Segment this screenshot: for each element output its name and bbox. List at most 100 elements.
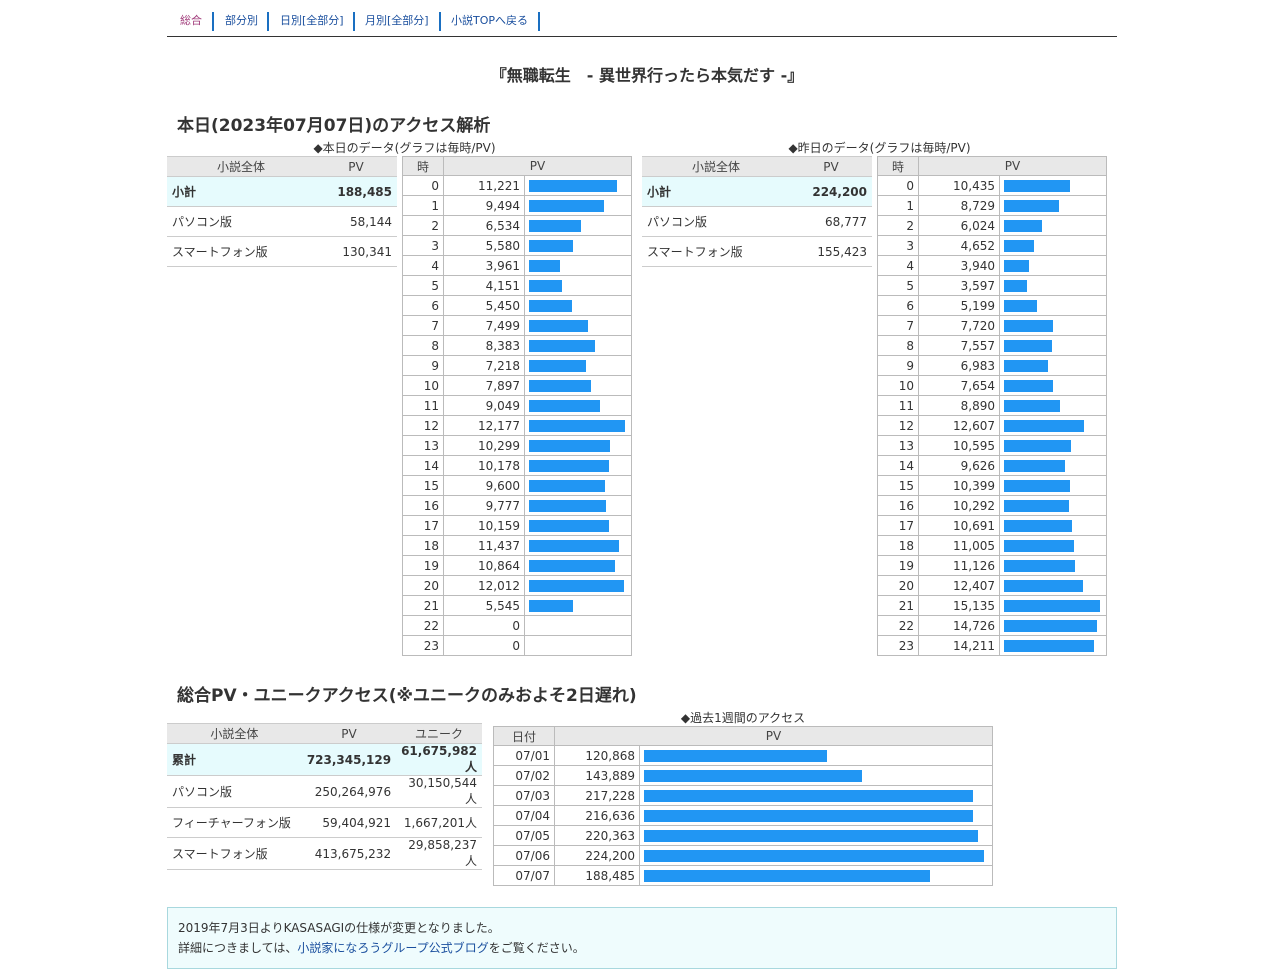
row-value: 6,983: [918, 355, 1000, 376]
bar-cell: [999, 475, 1107, 496]
table-row: 18 11,437: [402, 535, 632, 556]
row-label: 14: [402, 455, 444, 476]
row-label: パソコン版: [167, 775, 302, 808]
table-header: 小説全体: [167, 723, 302, 744]
row-value: 188,485: [315, 176, 397, 207]
row-value: 10,691: [918, 515, 1000, 536]
table-row: 21 15,135: [877, 595, 1107, 616]
nav-item-back-to-novel-top[interactable]: 小説TOPへ戻る: [451, 14, 529, 27]
row-value: 9,600: [443, 475, 525, 496]
row-value: 12,177: [443, 415, 525, 436]
bar-cell: [999, 615, 1107, 636]
row-label: 13: [402, 435, 444, 456]
row-pv: 723,345,129: [301, 743, 397, 776]
row-label: 6: [877, 295, 919, 316]
table-header: PV: [315, 156, 397, 177]
pv-bar: [529, 239, 573, 252]
official-blog-link[interactable]: 小説家になろうグループ公式ブログ: [297, 941, 489, 955]
table-row: 2 6,024: [877, 215, 1107, 236]
table-row: 16 9,777: [402, 495, 632, 516]
row-value: 7,218: [443, 355, 525, 376]
pv-bar: [644, 849, 984, 862]
bar-cell: [999, 635, 1107, 656]
row-value: 8,729: [918, 195, 1000, 216]
row-value: 10,435: [918, 175, 1000, 196]
table-row: フィーチャーフォン版 59,404,921 1,667,201人: [167, 807, 482, 838]
row-value: 224,200: [554, 845, 640, 866]
pv-bar: [529, 319, 588, 332]
pv-bar: [529, 199, 604, 212]
pv-bar: [1004, 239, 1034, 252]
table-row: 15 10,399: [877, 475, 1107, 496]
row-value: 143,889: [554, 765, 640, 786]
row-value: 8,890: [918, 395, 1000, 416]
table-row: 6 5,450: [402, 295, 632, 316]
nav-item-summary[interactable]: 総合: [180, 14, 202, 27]
bar-cell: [524, 395, 632, 416]
row-value: 12,607: [918, 415, 1000, 436]
table-row: 16 10,292: [877, 495, 1107, 516]
table-row: 07/06 224,200: [493, 845, 993, 866]
bar-cell: [524, 375, 632, 396]
table-row: 4 3,961: [402, 255, 632, 276]
yesterday-summary-table: 小説全体 PV 小計 224,200 パソコン版 68,777 スマートフォン版…: [642, 156, 872, 267]
nav-item-monthly[interactable]: 月別[全部分]: [365, 14, 429, 27]
row-label: 3: [877, 235, 919, 256]
row-value: 4,151: [443, 275, 525, 296]
row-value: 3,961: [443, 255, 525, 276]
row-value: 8,383: [443, 335, 525, 356]
pv-bar: [529, 459, 609, 472]
table-row: 11 8,890: [877, 395, 1107, 416]
bar-cell: [999, 495, 1107, 516]
pv-bar: [1004, 439, 1071, 452]
row-label: 19: [402, 555, 444, 576]
table-row: 0 10,435: [877, 175, 1107, 196]
table-header: PV: [918, 156, 1107, 176]
pv-bar: [1004, 579, 1083, 592]
row-label: フィーチャーフォン版: [167, 807, 302, 838]
table-row: 14 9,626: [877, 455, 1107, 476]
bar-cell: [999, 455, 1107, 476]
row-label: 11: [877, 395, 919, 416]
bar-cell: [999, 255, 1107, 276]
table-row: 19 11,126: [877, 555, 1107, 576]
row-label: 15: [402, 475, 444, 496]
bar-cell: [999, 235, 1107, 256]
row-value: 10,595: [918, 435, 1000, 456]
row-value: 11,126: [918, 555, 1000, 576]
row-value: 58,144: [315, 206, 397, 237]
pv-bar: [1004, 619, 1097, 632]
novel-title: 『無職転生 - 異世界行ったら本気だす -』: [490, 66, 804, 85]
table-row: 07/03 217,228: [493, 785, 993, 806]
table-row: 8 7,557: [877, 335, 1107, 356]
table-header: ユニーク: [396, 723, 482, 744]
table-row: 12 12,607: [877, 415, 1107, 436]
row-value: 9,777: [443, 495, 525, 516]
nav-separator: [538, 12, 540, 31]
row-label: 23: [877, 635, 919, 656]
row-label: 21: [402, 595, 444, 616]
row-value: 155,423: [790, 236, 872, 267]
nav-item-by-part[interactable]: 部分別: [225, 14, 258, 27]
table-row: 9 6,983: [877, 355, 1107, 376]
pv-bar: [1004, 219, 1042, 232]
pv-bar: [644, 749, 827, 762]
today-heading: 本日(2023年07月07日)のアクセス解析: [177, 116, 491, 136]
bar-cell: [524, 315, 632, 336]
nav-item-daily[interactable]: 日別[全部分]: [280, 14, 344, 27]
pv-bar: [1004, 199, 1059, 212]
table-row: 07/07 188,485: [493, 865, 993, 886]
pv-bar: [1004, 499, 1069, 512]
table-header: 小説全体: [167, 156, 315, 177]
pv-bar: [529, 579, 624, 592]
table-row: 07/02 143,889: [493, 765, 993, 786]
pv-bar: [529, 259, 560, 272]
pv-bar: [644, 829, 978, 842]
pv-bar: [1004, 359, 1048, 372]
today-caption: ◆本日のデータ(グラフは毎時/PV): [313, 141, 496, 155]
row-label: 5: [877, 275, 919, 296]
table-row: 23 0: [402, 635, 632, 656]
table-header: 時: [402, 156, 444, 176]
table-row: 0 11,221: [402, 175, 632, 196]
pv-bar: [529, 539, 619, 552]
